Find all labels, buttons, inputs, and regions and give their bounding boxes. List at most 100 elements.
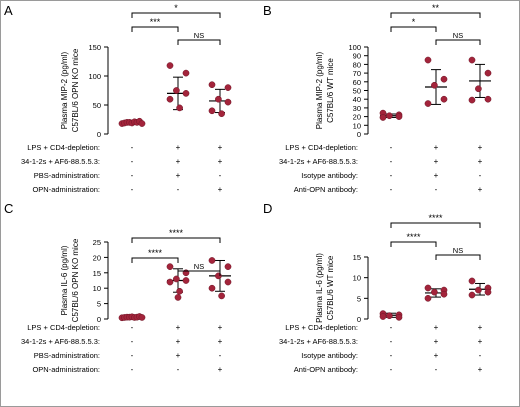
data-point bbox=[386, 312, 393, 320]
condition-mark: - bbox=[131, 157, 134, 166]
condition-mark: + bbox=[434, 337, 439, 346]
significance-label: *** bbox=[150, 17, 161, 27]
y-tick-label: 10 bbox=[93, 284, 101, 293]
data-point bbox=[176, 104, 183, 112]
condition-row-label: 34-1-2s + AF6-88.5.5.3: bbox=[21, 337, 100, 346]
data-point bbox=[208, 81, 216, 89]
y-tick-label: 0 bbox=[357, 130, 361, 139]
condition-mark: + bbox=[176, 143, 181, 152]
y-tick-label: 70 bbox=[353, 69, 361, 78]
condition-mark: - bbox=[390, 365, 393, 374]
y-tick-label: 40 bbox=[353, 95, 361, 104]
data-point bbox=[182, 277, 190, 284]
data-point bbox=[484, 69, 492, 77]
y-tick-label: 150 bbox=[88, 43, 101, 52]
panel-d: D 0 5 10 15 Plasma IL-6 (pg/ml) C57BL/6 WT mic… bbox=[263, 201, 492, 374]
data-point bbox=[224, 84, 232, 91]
data-point bbox=[440, 75, 448, 83]
panel-letter: A bbox=[4, 3, 13, 18]
condition-mark: + bbox=[176, 157, 181, 166]
y-tick-label: 5 bbox=[357, 294, 361, 303]
condition-row-label: 34-1-2s + AF6-88.5.5.3: bbox=[279, 157, 358, 166]
condition-mark: - bbox=[390, 143, 393, 152]
data-point bbox=[138, 314, 146, 321]
y-tick-label: 50 bbox=[353, 87, 361, 96]
significance-label: NS bbox=[453, 246, 463, 255]
data-point bbox=[468, 291, 476, 299]
data-point bbox=[176, 287, 183, 295]
data-point bbox=[475, 286, 482, 294]
y-tick-label: 0 bbox=[97, 130, 101, 139]
data-point bbox=[468, 56, 476, 64]
condition-mark: - bbox=[131, 365, 134, 374]
data-point bbox=[395, 113, 403, 120]
condition-mark: + bbox=[434, 351, 439, 360]
significance-bracket bbox=[177, 270, 221, 276]
panel-letter: B bbox=[263, 3, 272, 18]
y-axis-title: Plasma MIP-2 (pg/ml) bbox=[315, 51, 324, 129]
condition-mark: + bbox=[478, 337, 483, 346]
y-tick-label: 0 bbox=[357, 315, 361, 324]
condition-row-label: Isotype antibody: bbox=[301, 351, 358, 360]
condition-mark: + bbox=[218, 323, 223, 332]
condition-row-label: OPN-administration: bbox=[32, 185, 100, 194]
condition-mark: - bbox=[479, 171, 482, 180]
condition-mark: - bbox=[131, 323, 134, 332]
significance-bracket bbox=[435, 254, 481, 260]
condition-row-label: LPS + CD4-depletion: bbox=[27, 143, 100, 152]
condition-mark: - bbox=[219, 351, 222, 360]
condition-row-label: LPS + CD4-depletion: bbox=[27, 323, 100, 332]
condition-mark: + bbox=[478, 157, 483, 166]
significance-bracket bbox=[390, 222, 481, 228]
y-tick-label: 20 bbox=[353, 113, 361, 122]
condition-mark: - bbox=[390, 185, 393, 194]
condition-mark: + bbox=[218, 185, 223, 194]
panel-c: C 0 5 10 15 20 25 Plasma IL-6 (pg/ml) C57BL/6 OP… bbox=[4, 201, 232, 374]
y-tick-label: 100 bbox=[88, 72, 101, 81]
significance-bracket bbox=[177, 39, 221, 45]
data-point bbox=[215, 272, 222, 280]
data-point bbox=[182, 90, 190, 97]
condition-mark: + bbox=[176, 171, 181, 180]
data-point bbox=[224, 278, 232, 286]
condition-mark: + bbox=[478, 323, 483, 332]
significance-label: NS bbox=[194, 262, 204, 271]
data-point bbox=[431, 81, 438, 89]
y-tick-label: 50 bbox=[93, 101, 101, 110]
significance-label: **** bbox=[406, 232, 421, 242]
condition-row-label: OPN-administration: bbox=[32, 365, 100, 374]
significance-bracket bbox=[390, 241, 437, 247]
data-point bbox=[224, 263, 232, 270]
condition-mark: + bbox=[218, 143, 223, 152]
significance-label: **** bbox=[169, 228, 184, 238]
y-tick-label: 90 bbox=[353, 52, 361, 61]
condition-row-label: Isotype antibody: bbox=[301, 171, 358, 180]
condition-mark: - bbox=[390, 337, 393, 346]
data-point bbox=[468, 96, 476, 104]
condition-mark: + bbox=[434, 157, 439, 166]
data-point bbox=[379, 114, 387, 121]
data-point bbox=[166, 95, 174, 103]
condition-mark: - bbox=[479, 351, 482, 360]
y-axis-title: C57BL/6 OPN KO mice bbox=[71, 48, 80, 132]
condition-mark: - bbox=[390, 171, 393, 180]
condition-mark: - bbox=[390, 323, 393, 332]
significance-label: **** bbox=[428, 213, 443, 223]
data-point bbox=[182, 69, 190, 77]
data-point bbox=[431, 288, 438, 296]
condition-mark: + bbox=[434, 171, 439, 180]
y-tick-label: 0 bbox=[97, 315, 101, 324]
data-point bbox=[215, 95, 222, 103]
condition-mark: - bbox=[435, 185, 438, 194]
y-tick-label: 15 bbox=[93, 269, 101, 278]
panel-letter: C bbox=[4, 201, 13, 216]
significance-label: NS bbox=[453, 31, 463, 40]
condition-mark: - bbox=[131, 351, 134, 360]
data-point bbox=[208, 257, 216, 264]
condition-row-label: Anti-OPN antibody: bbox=[294, 365, 358, 374]
y-axis-title: C57BL/6 WT mice bbox=[326, 255, 335, 320]
data-point bbox=[166, 62, 174, 69]
data-point bbox=[173, 87, 180, 94]
data-point bbox=[166, 263, 174, 270]
